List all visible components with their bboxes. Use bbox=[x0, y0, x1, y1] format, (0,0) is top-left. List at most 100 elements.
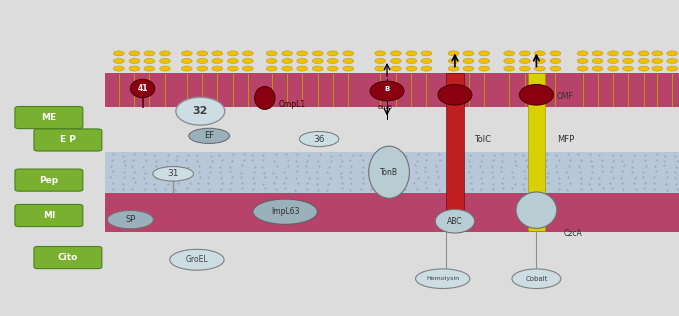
Ellipse shape bbox=[519, 51, 530, 56]
Ellipse shape bbox=[266, 51, 277, 56]
Ellipse shape bbox=[463, 66, 474, 71]
Ellipse shape bbox=[406, 51, 417, 56]
Ellipse shape bbox=[176, 97, 225, 125]
Ellipse shape bbox=[638, 51, 649, 56]
Ellipse shape bbox=[479, 58, 490, 64]
Text: OmpL1: OmpL1 bbox=[278, 100, 306, 109]
Text: 36: 36 bbox=[314, 135, 325, 143]
Text: MI: MI bbox=[43, 211, 55, 220]
Ellipse shape bbox=[652, 58, 663, 64]
Ellipse shape bbox=[390, 51, 401, 56]
Text: 41: 41 bbox=[137, 84, 148, 93]
Ellipse shape bbox=[282, 51, 293, 56]
Ellipse shape bbox=[577, 66, 588, 71]
Text: TolC: TolC bbox=[474, 135, 491, 143]
Text: Hemolysin: Hemolysin bbox=[426, 276, 459, 281]
Ellipse shape bbox=[463, 51, 474, 56]
Ellipse shape bbox=[212, 58, 223, 64]
Ellipse shape bbox=[448, 58, 459, 64]
Bar bbox=[105, 73, 679, 107]
Ellipse shape bbox=[504, 66, 515, 71]
Ellipse shape bbox=[129, 58, 140, 64]
Ellipse shape bbox=[343, 58, 354, 64]
Ellipse shape bbox=[667, 51, 678, 56]
Ellipse shape bbox=[390, 66, 401, 71]
Text: E P: E P bbox=[60, 136, 76, 144]
Ellipse shape bbox=[667, 66, 678, 71]
Ellipse shape bbox=[297, 58, 308, 64]
Ellipse shape bbox=[343, 66, 354, 71]
Ellipse shape bbox=[463, 58, 474, 64]
Ellipse shape bbox=[197, 51, 208, 56]
Text: BtuB: BtuB bbox=[378, 105, 392, 110]
Ellipse shape bbox=[652, 66, 663, 71]
Ellipse shape bbox=[608, 51, 619, 56]
Text: CzcA: CzcA bbox=[564, 229, 583, 238]
Ellipse shape bbox=[623, 51, 634, 56]
Ellipse shape bbox=[519, 66, 530, 71]
Bar bbox=[446, 73, 464, 231]
Ellipse shape bbox=[227, 51, 238, 56]
Ellipse shape bbox=[390, 58, 401, 64]
Ellipse shape bbox=[375, 51, 386, 56]
Ellipse shape bbox=[504, 51, 515, 56]
Ellipse shape bbox=[107, 210, 153, 229]
Ellipse shape bbox=[519, 84, 553, 105]
Ellipse shape bbox=[181, 66, 192, 71]
Ellipse shape bbox=[227, 66, 238, 71]
Bar bbox=[105, 193, 679, 232]
Ellipse shape bbox=[592, 51, 603, 56]
Ellipse shape bbox=[534, 51, 545, 56]
Text: 31: 31 bbox=[168, 169, 179, 178]
Ellipse shape bbox=[421, 51, 432, 56]
Ellipse shape bbox=[479, 51, 490, 56]
Ellipse shape bbox=[113, 66, 124, 71]
Ellipse shape bbox=[519, 58, 530, 64]
Ellipse shape bbox=[242, 58, 253, 64]
Text: EF: EF bbox=[204, 131, 214, 140]
Ellipse shape bbox=[297, 66, 308, 71]
Ellipse shape bbox=[255, 87, 275, 109]
Ellipse shape bbox=[181, 58, 192, 64]
Ellipse shape bbox=[608, 58, 619, 64]
Text: B: B bbox=[384, 86, 390, 92]
Ellipse shape bbox=[623, 66, 634, 71]
Ellipse shape bbox=[375, 58, 386, 64]
Ellipse shape bbox=[623, 58, 634, 64]
Ellipse shape bbox=[144, 58, 155, 64]
Ellipse shape bbox=[577, 51, 588, 56]
Ellipse shape bbox=[144, 51, 155, 56]
Ellipse shape bbox=[312, 58, 323, 64]
Ellipse shape bbox=[438, 84, 472, 105]
Ellipse shape bbox=[416, 269, 470, 289]
Text: TonB: TonB bbox=[380, 168, 398, 177]
Ellipse shape bbox=[652, 51, 663, 56]
Text: Pep: Pep bbox=[39, 176, 58, 185]
Ellipse shape bbox=[299, 131, 339, 147]
Ellipse shape bbox=[406, 58, 417, 64]
FancyBboxPatch shape bbox=[15, 169, 83, 191]
Ellipse shape bbox=[534, 66, 545, 71]
Ellipse shape bbox=[197, 58, 208, 64]
Ellipse shape bbox=[181, 51, 192, 56]
Ellipse shape bbox=[129, 51, 140, 56]
Ellipse shape bbox=[375, 66, 386, 71]
Ellipse shape bbox=[369, 146, 409, 198]
Ellipse shape bbox=[327, 58, 338, 64]
Ellipse shape bbox=[435, 210, 475, 233]
Ellipse shape bbox=[608, 66, 619, 71]
Ellipse shape bbox=[160, 66, 170, 71]
Ellipse shape bbox=[282, 66, 293, 71]
Ellipse shape bbox=[512, 269, 561, 289]
Ellipse shape bbox=[516, 192, 557, 228]
Text: ABC: ABC bbox=[447, 217, 462, 226]
Bar bbox=[528, 73, 545, 231]
Ellipse shape bbox=[667, 58, 678, 64]
Ellipse shape bbox=[406, 66, 417, 71]
Ellipse shape bbox=[113, 51, 124, 56]
Ellipse shape bbox=[227, 58, 238, 64]
Ellipse shape bbox=[212, 51, 223, 56]
Text: Cobalt: Cobalt bbox=[526, 276, 547, 282]
Ellipse shape bbox=[592, 58, 603, 64]
Bar bbox=[105, 152, 679, 193]
